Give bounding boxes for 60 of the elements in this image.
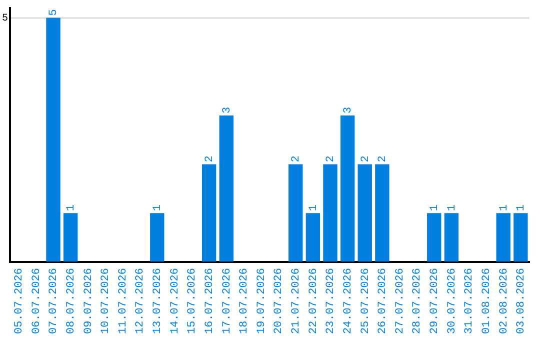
bar: [46, 18, 60, 262]
x-tick-label: 12.07.2026: [134, 268, 147, 334]
bar: [219, 115, 234, 262]
data-label: 1: [516, 204, 528, 212]
data-label: 3: [342, 106, 354, 114]
bar: [202, 164, 216, 262]
x-tick-label: 02.08.2026: [498, 268, 510, 334]
x-tick-label: 31.07.2026: [464, 268, 476, 334]
x-tick-label: 08.07.2026: [65, 268, 78, 334]
bar: [514, 213, 528, 262]
bar: [288, 164, 303, 262]
data-label: 1: [65, 204, 78, 212]
bar: [323, 164, 338, 262]
x-tick-label: 27.07.2026: [394, 268, 406, 334]
x-tick-label: 26.07.2026: [377, 268, 390, 334]
bar: [358, 164, 372, 262]
data-label: 1: [498, 204, 510, 212]
x-tick-label: 17.07.2026: [221, 268, 234, 334]
bar: [427, 213, 442, 262]
x-tick-label: 29.07.2026: [429, 268, 442, 334]
bar: [444, 213, 459, 262]
data-label: 1: [446, 204, 458, 212]
data-label: 5: [48, 9, 60, 16]
x-tick-label: 28.07.2026: [412, 268, 424, 334]
x-tick-label: 18.07.2026: [238, 268, 251, 334]
x-tick-label: 09.07.2026: [82, 268, 95, 334]
bar: [375, 164, 390, 262]
data-label: 1: [308, 204, 320, 212]
x-tick-label: 21.07.2026: [290, 268, 303, 334]
x-tick-label: 01.08.2026: [480, 268, 493, 334]
data-label: 2: [360, 156, 372, 162]
x-tick-label: 03.08.2026: [516, 268, 528, 334]
bar: [306, 213, 320, 262]
data-label: 3: [221, 106, 234, 114]
x-tick-label: 10.07.2026: [100, 268, 112, 334]
x-tick-label: 16.07.2026: [204, 268, 216, 334]
x-tick-label: 05.07.2026: [14, 268, 26, 334]
x-tick-label: 07.07.2026: [48, 268, 60, 334]
x-tick-label: 15.07.2026: [186, 268, 199, 334]
bar: [340, 115, 355, 262]
x-tick-label: 06.07.2026: [30, 268, 43, 334]
x-tick-label: 25.07.2026: [360, 268, 372, 334]
data-label: 1: [152, 204, 164, 212]
data-label: 2: [377, 156, 390, 162]
x-tick-label: 19.07.2026: [256, 268, 268, 334]
x-tick-label: 22.07.2026: [308, 268, 320, 334]
x-tick-label: 24.07.2026: [342, 268, 354, 334]
bar: [496, 213, 510, 262]
x-tick-label: 13.07.2026: [152, 268, 164, 334]
data-label: 2: [325, 156, 338, 162]
x-tick-label: 11.07.2026: [117, 268, 130, 334]
bar: [150, 213, 164, 262]
x-tick-label: 30.07.2026: [446, 268, 458, 334]
data-label: 2: [204, 156, 216, 162]
bar: [63, 213, 78, 262]
x-tick-label: 20.07.2026: [273, 268, 286, 334]
data-label: 1: [429, 204, 442, 212]
x-tick-label: 23.07.2026: [325, 268, 338, 334]
x-tick-label: 14.07.2026: [169, 268, 182, 334]
data-label: 2: [290, 156, 303, 162]
